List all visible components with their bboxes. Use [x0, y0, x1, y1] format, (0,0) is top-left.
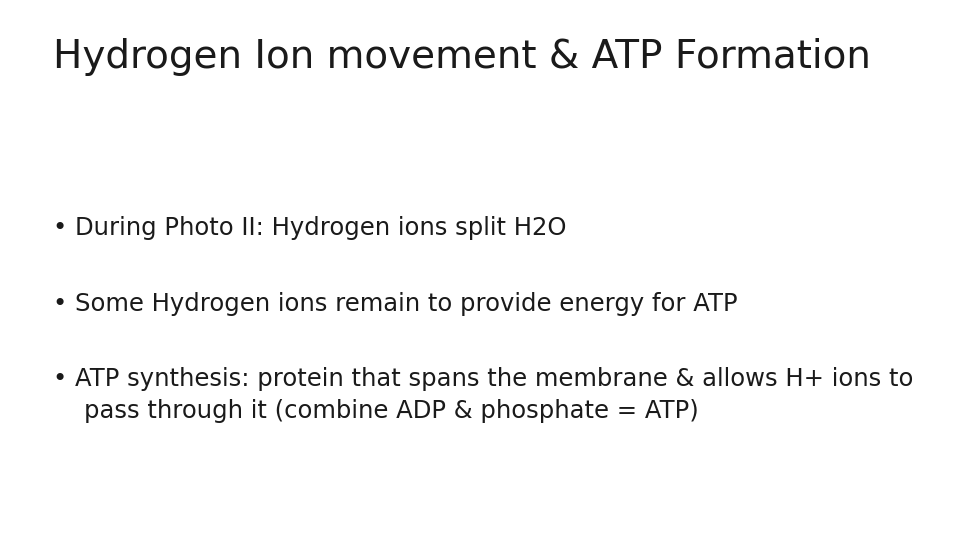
Text: • ATP synthesis: protein that spans the membrane & allows H+ ions to
    pass th: • ATP synthesis: protein that spans the … [53, 367, 913, 423]
Text: • During Photo II: Hydrogen ions split H2O: • During Photo II: Hydrogen ions split H… [53, 216, 566, 240]
Text: • Some Hydrogen ions remain to provide energy for ATP: • Some Hydrogen ions remain to provide e… [53, 292, 737, 315]
Text: Hydrogen Ion movement & ATP Formation: Hydrogen Ion movement & ATP Formation [53, 38, 871, 76]
